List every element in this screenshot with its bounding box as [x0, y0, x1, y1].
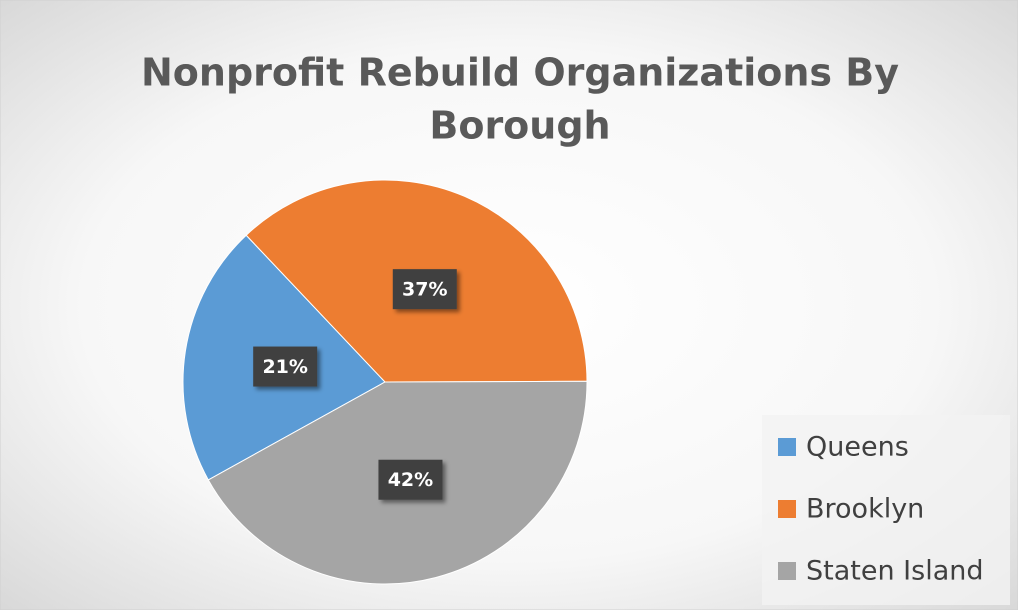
- legend-swatch: [778, 438, 796, 456]
- legend-label: Brooklyn: [806, 494, 924, 525]
- legend-label: Staten Island: [806, 556, 984, 587]
- data-label: 37%: [402, 279, 447, 301]
- label-box: [392, 269, 457, 310]
- legend-swatch: [778, 562, 796, 580]
- data-label: 42%: [388, 469, 433, 491]
- chart-title: Nonprofit Rebuild Organizations By: [141, 51, 899, 95]
- labels: 21% 37% 42%: [253, 269, 457, 500]
- legend-box: [762, 415, 1010, 605]
- legend: Queens Brooklyn Staten Island: [778, 432, 984, 587]
- data-label: 21%: [262, 356, 307, 378]
- legend-label: Queens: [806, 432, 909, 463]
- chart-title: Borough: [429, 104, 610, 148]
- legend-swatch: [778, 500, 796, 518]
- pie: [182, 179, 588, 585]
- label-box: [378, 459, 443, 500]
- label-box: [253, 346, 318, 387]
